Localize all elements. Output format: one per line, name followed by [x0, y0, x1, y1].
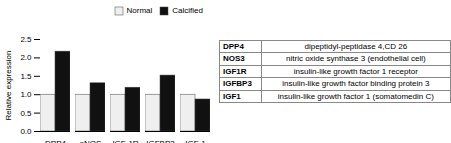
- svg-text:IGF-1R: IGF-1R: [112, 139, 138, 143]
- html-text:insulin-like growth factor 1 r: insulin-like growth factor 1 receptor: [293, 66, 418, 76]
- html-text:Calcified: Calcified: [172, 6, 203, 15]
- svg-text:1.0: 1.0: [20, 90, 32, 99]
- html-text:IGFBP3: IGFBP3: [223, 79, 252, 89]
- html-text:dipeptidyl-peptidase 4,CD 26: dipeptidyl-peptidase 4,CD 26: [304, 41, 408, 51]
- svg-text:IGFBP3: IGFBP3: [146, 139, 175, 143]
- svg-text:2.5: 2.5: [20, 35, 32, 44]
- html-text:IGF1R: IGF1R: [223, 66, 247, 76]
- svg-text:0.0: 0.0: [20, 127, 32, 136]
- html-text:nitric oxide synthase 3 (endot: nitric oxide synthase 3 (endothelial cel…: [286, 54, 426, 64]
- svg-text:2.0: 2.0: [20, 53, 32, 62]
- html-text:NOS3: NOS3: [223, 54, 245, 64]
- html-text:Normal: Normal: [126, 6, 153, 15]
- svg-text:IGF-1: IGF-1: [185, 139, 206, 143]
- html-text:insulin-like growth factor bin: insulin-like growth factor binding prote…: [282, 79, 430, 89]
- svg-text:DPP4: DPP4: [45, 139, 66, 143]
- html-text:DPP4: DPP4: [223, 41, 244, 51]
- html-text:IGF1: IGF1: [223, 91, 241, 101]
- svg-text:0.5: 0.5: [20, 109, 32, 118]
- svg-text:Relative expression: Relative expression: [4, 51, 13, 121]
- svg-text:eNOS: eNOS: [80, 139, 102, 143]
- html-text:insulin-like growth factor 1 (: insulin-like growth factor 1 (somatomedi…: [277, 91, 434, 101]
- svg-text:1.5: 1.5: [20, 72, 32, 81]
